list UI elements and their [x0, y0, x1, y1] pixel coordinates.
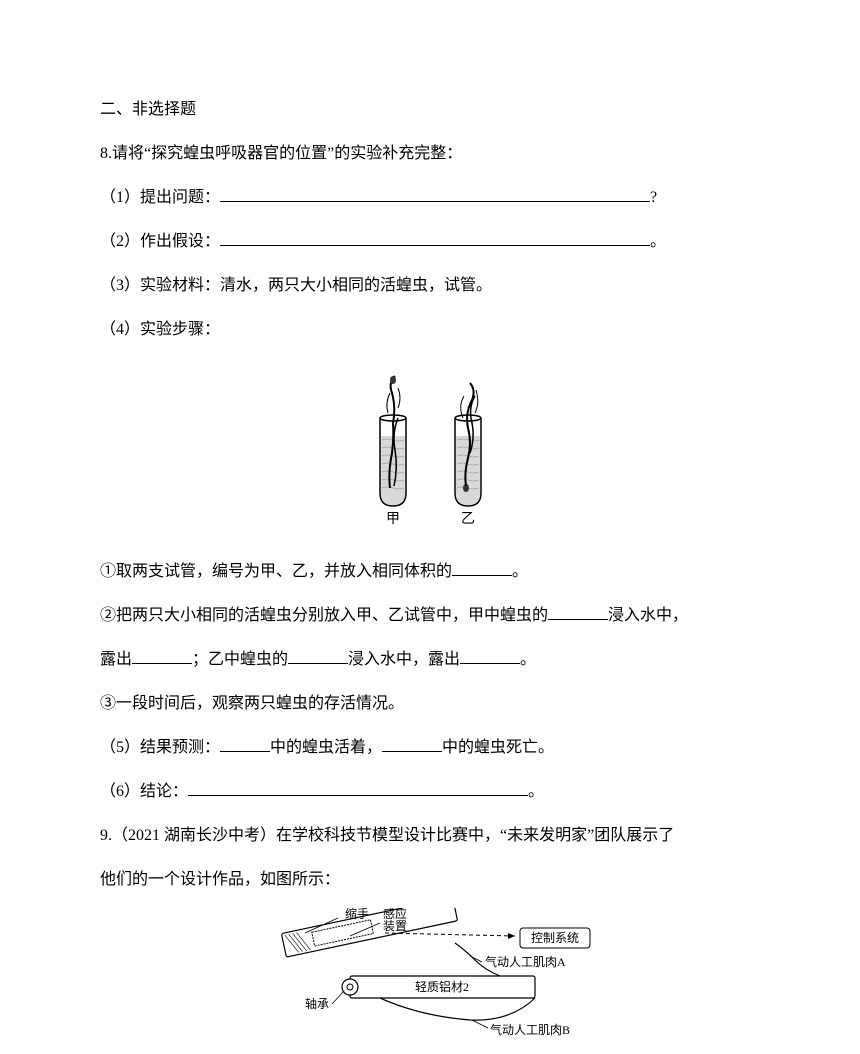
q8-sub3: ③一段时间后，观察两只蝗虫的存活情况。: [100, 684, 760, 724]
q8-sub2-mid2: ；乙中蝗虫的: [192, 651, 288, 668]
q8-step2-label: （2）作出假设：: [100, 233, 220, 250]
q8-step1-end: ?: [650, 189, 657, 206]
section-header: 二、非选择题: [100, 90, 760, 130]
q8-sub2-line1: ②把两只大小相同的活蝗虫分别放入甲、乙试管中，甲中蝗虫的 浸入水中，: [100, 596, 760, 636]
tube-left: 甲: [380, 376, 406, 527]
q8-step6-prefix: （6）结论：: [100, 783, 188, 800]
label-muscle-a: 气动人工肌肉A: [485, 954, 566, 969]
q8-step2-end: 。: [650, 233, 666, 250]
blank-dead: [382, 732, 442, 752]
q8-step1-label: （1）提出问题：: [100, 189, 220, 206]
q8-step2: （2）作出假设： 。: [100, 222, 760, 262]
blank-part1: [548, 600, 608, 620]
q8-step1: （1）提出问题：?: [100, 178, 760, 218]
q9-stem-line1: 9.（2021 湖南长沙中考）在学校科技节模型设计比赛中，“未来发明家”团队展示…: [100, 816, 760, 856]
q8-sub2-mid3: 浸入水中，露出: [348, 651, 460, 668]
blank-conclusion: [188, 776, 528, 796]
q8-stem: 8.请将“探究蝗虫呼吸器官的位置”的实验补充完整：: [100, 134, 760, 174]
q8-step5-prefix: （5）结果预测：: [100, 739, 220, 756]
q8-sub1-prefix: ①取两支试管，编号为甲、乙，并放入相同体积的: [100, 563, 452, 580]
q8-sub2-line2: 露出 ；乙中蝗虫的 浸入水中，露出 。: [100, 640, 760, 680]
tube-left-label: 甲: [386, 512, 400, 527]
tube-right: 乙: [455, 383, 481, 527]
q9-stem-line2: 他们的一个设计作品，如图所示：: [100, 860, 760, 900]
q8-sub1-suffix: 。: [512, 563, 528, 580]
arm-diagram: 轻质铝材2 控制系统 缩手 感应 装置 气动人工肌肉A 轴承 气动人工肌肉B: [100, 908, 760, 1054]
q8-sub2-suffix: 。: [520, 651, 536, 668]
test-tubes-svg: 甲 乙: [330, 358, 530, 528]
mechanical-arm-svg: 轻质铝材2 控制系统 缩手 感应 装置 气动人工肌肉A 轴承 气动人工肌肉B: [250, 908, 610, 1038]
label-material: 轻质铝材2: [415, 979, 469, 994]
blank-part4: [460, 644, 520, 664]
q8-sub1: ①取两支试管，编号为甲、乙，并放入相同体积的 。: [100, 552, 760, 592]
label-muscle-b: 气动人工肌肉B: [490, 1022, 570, 1037]
q8-step6: （6）结论： 。: [100, 772, 760, 812]
q8-step6-suffix: 。: [528, 783, 544, 800]
q8-sub2-mid1: 浸入水中，: [608, 607, 688, 624]
q8-sub2-line2-prefix: 露出: [100, 651, 132, 668]
label-hand: 缩手: [345, 908, 369, 921]
label-bearing: 轴承: [305, 996, 329, 1011]
blank-hypothesis: [220, 226, 650, 246]
blank-question: [220, 182, 650, 202]
q8-step4-label: （4）实验步骤：: [100, 310, 760, 350]
blank-part3: [288, 644, 348, 664]
tubes-figure: 甲 乙: [100, 358, 760, 544]
q8-sub2-prefix: ②把两只大小相同的活蝗虫分别放入甲、乙试管中，甲中蝗虫的: [100, 607, 548, 624]
blank-volume: [452, 556, 512, 576]
q8-step3: （3）实验材料：清水，两只大小相同的活蝗虫，试管。: [100, 266, 760, 306]
label-control: 控制系统: [531, 931, 579, 945]
q8-step5-mid2: 中的蝗虫死亡。: [442, 739, 554, 756]
blank-part2: [132, 644, 192, 664]
q8-step5-mid1: 中的蝗虫活着，: [270, 739, 382, 756]
tube-right-label: 乙: [461, 511, 475, 527]
label-sensor-2: 装置: [383, 919, 407, 933]
q8-step5: （5）结果预测： 中的蝗虫活着， 中的蝗虫死亡。: [100, 728, 760, 768]
blank-alive: [220, 732, 270, 752]
